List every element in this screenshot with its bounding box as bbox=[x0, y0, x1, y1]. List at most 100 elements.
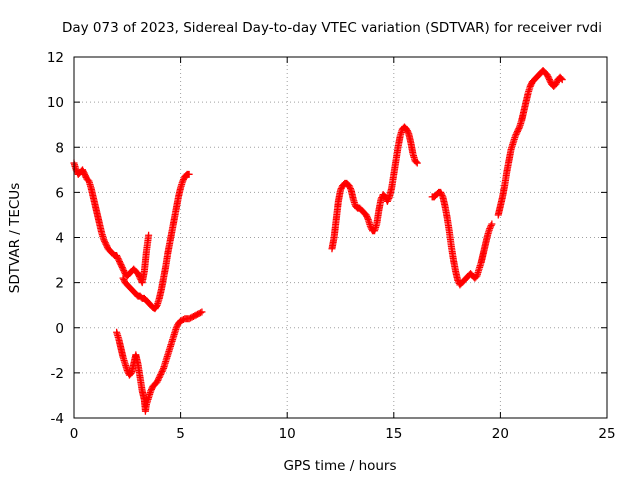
x-tick-label: 25 bbox=[598, 426, 615, 442]
x-tick-label: 0 bbox=[70, 426, 79, 442]
data-point bbox=[154, 376, 162, 384]
data-point bbox=[384, 196, 392, 204]
series-3 bbox=[113, 308, 206, 415]
y-tick-label: 10 bbox=[47, 95, 64, 111]
data-point bbox=[383, 197, 391, 205]
x-tick-label: 15 bbox=[385, 426, 402, 442]
y-tick-label: -4 bbox=[51, 411, 64, 427]
data-point bbox=[119, 274, 127, 282]
data-point bbox=[363, 212, 371, 220]
data-point bbox=[115, 256, 123, 264]
y-tick-label: 6 bbox=[55, 185, 64, 201]
data-point bbox=[159, 366, 167, 374]
data-point bbox=[158, 367, 166, 375]
series-4 bbox=[328, 123, 421, 253]
data-point bbox=[81, 170, 89, 178]
data-point bbox=[488, 220, 496, 228]
axis-ticks bbox=[73, 56, 608, 419]
y-tick-label: 2 bbox=[55, 276, 64, 292]
data-point bbox=[546, 77, 554, 85]
data-point bbox=[412, 158, 420, 166]
data-point bbox=[513, 127, 521, 135]
x-axis-label: GPS time / hours bbox=[283, 458, 396, 474]
data-point bbox=[117, 261, 125, 269]
data-point bbox=[198, 308, 206, 316]
data-point bbox=[147, 387, 155, 395]
series-1 bbox=[70, 159, 153, 287]
data-point bbox=[552, 80, 560, 88]
x-tick-label: 10 bbox=[279, 426, 296, 442]
series-2 bbox=[119, 170, 193, 313]
data-point bbox=[155, 373, 163, 381]
data-point bbox=[101, 239, 109, 247]
data-point bbox=[119, 265, 127, 273]
y-tick-label: 4 bbox=[55, 231, 64, 247]
data-point bbox=[337, 186, 344, 194]
data-point bbox=[145, 231, 153, 239]
data-point bbox=[362, 211, 370, 219]
data-point bbox=[385, 194, 393, 202]
data-point bbox=[179, 176, 187, 184]
data-point bbox=[346, 183, 354, 191]
data-point bbox=[79, 166, 87, 174]
y-tick-label: -2 bbox=[51, 366, 64, 382]
data-point bbox=[526, 82, 534, 90]
data-point bbox=[512, 130, 520, 138]
data-point bbox=[102, 240, 110, 248]
data-point bbox=[364, 214, 372, 222]
data-point bbox=[172, 324, 180, 332]
data-point bbox=[120, 267, 128, 275]
data-point bbox=[486, 223, 494, 231]
chart-title: Day 073 of 2023, Sidereal Day-to-day VTE… bbox=[62, 20, 602, 36]
data-point bbox=[544, 73, 552, 81]
data-point bbox=[147, 385, 155, 393]
data-point bbox=[113, 252, 121, 260]
data-point bbox=[514, 126, 522, 134]
data-point bbox=[113, 253, 121, 261]
data-point bbox=[487, 221, 495, 229]
data-point bbox=[185, 170, 193, 178]
series-6 bbox=[494, 67, 566, 219]
data-point bbox=[553, 79, 561, 87]
data-point bbox=[155, 375, 163, 383]
data-point bbox=[437, 190, 445, 198]
data-point bbox=[157, 370, 165, 378]
data-point bbox=[196, 309, 204, 317]
data-point bbox=[173, 322, 181, 330]
series-5 bbox=[428, 188, 496, 289]
data-point bbox=[101, 237, 109, 245]
data-point bbox=[557, 74, 565, 82]
data-point bbox=[403, 125, 411, 133]
data-point bbox=[118, 262, 126, 270]
data-point bbox=[345, 182, 353, 190]
data-point bbox=[511, 132, 519, 140]
data-point bbox=[366, 222, 374, 230]
data-point bbox=[413, 159, 421, 167]
data-point bbox=[116, 259, 124, 267]
data-point bbox=[179, 177, 187, 185]
x-tick-label: 20 bbox=[492, 426, 509, 442]
tick-labels: 0 5 10 15 20 25 -4 -2 0 2 4 6 8 10 12 bbox=[47, 50, 616, 442]
y-tick-label: 8 bbox=[55, 140, 64, 156]
data-point bbox=[120, 276, 128, 284]
data-point bbox=[100, 236, 108, 244]
data-point bbox=[454, 276, 462, 284]
data-point bbox=[153, 378, 161, 386]
data-point bbox=[118, 264, 126, 272]
data-point bbox=[81, 172, 89, 180]
data-point bbox=[545, 74, 553, 82]
data-point bbox=[157, 369, 165, 377]
y-tick-label: 0 bbox=[55, 321, 64, 337]
data-point bbox=[156, 372, 164, 380]
data-point bbox=[527, 81, 535, 89]
data-point bbox=[513, 129, 521, 137]
data-point bbox=[543, 71, 551, 79]
data-point bbox=[558, 76, 566, 84]
data-point bbox=[437, 188, 445, 196]
data-point bbox=[404, 128, 412, 136]
data-point bbox=[123, 367, 131, 375]
data-point bbox=[438, 191, 446, 199]
data-point bbox=[377, 195, 385, 203]
data-points bbox=[70, 67, 566, 415]
